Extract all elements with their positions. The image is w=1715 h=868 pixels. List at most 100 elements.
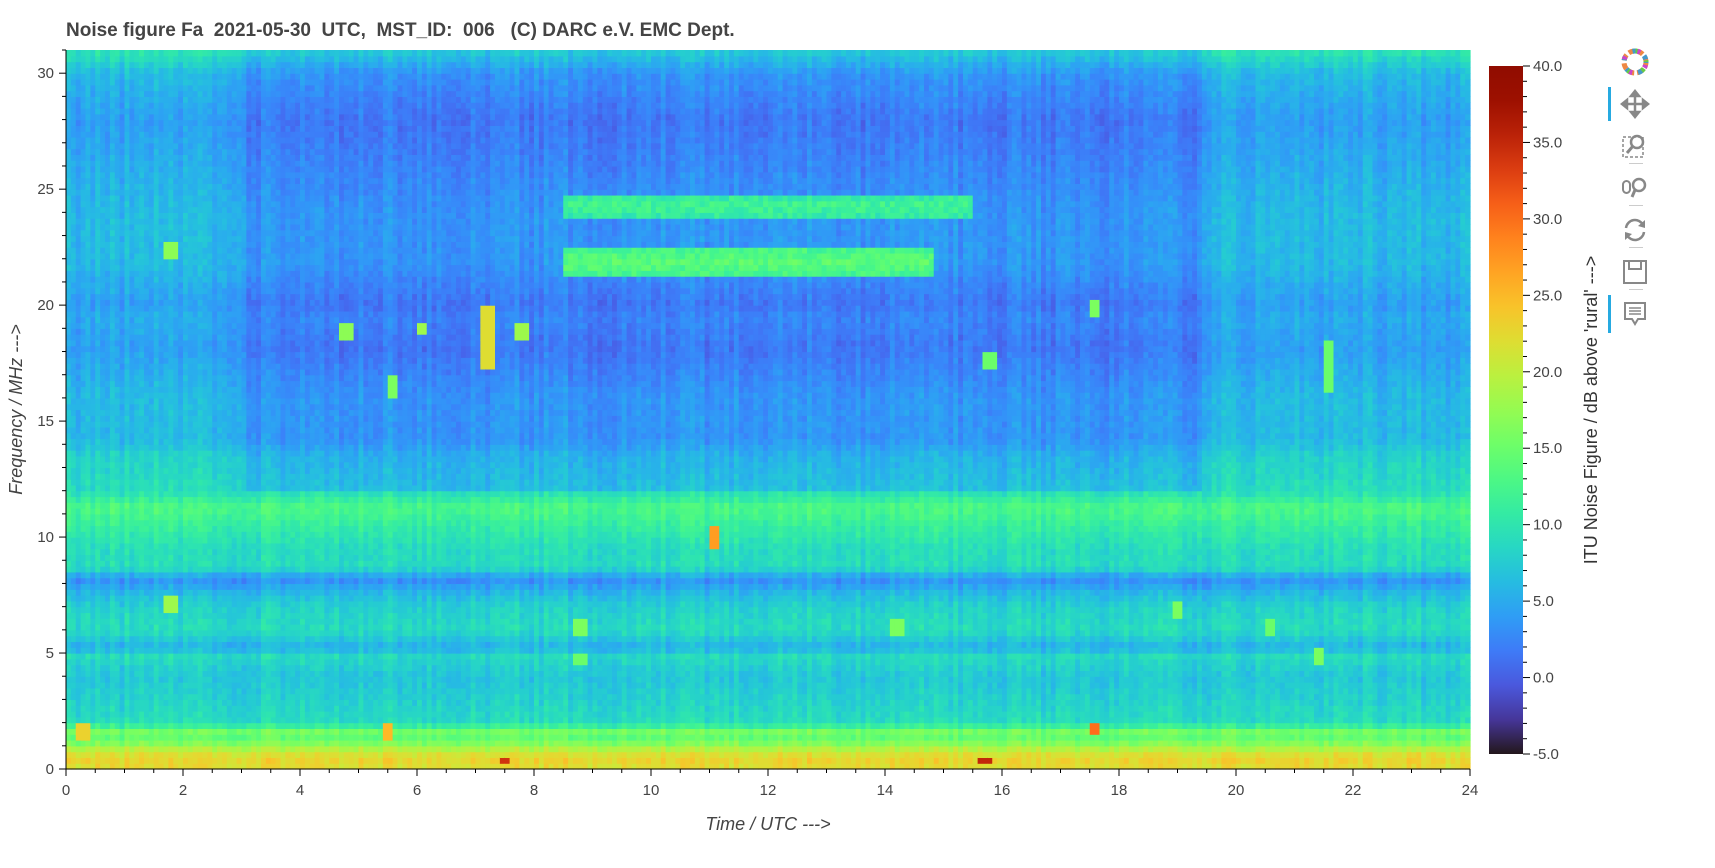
heatmap-cell xyxy=(110,549,115,555)
heatmap-cell xyxy=(95,386,100,392)
heatmap-cell xyxy=(120,270,125,276)
heatmap-cell xyxy=(105,236,110,242)
heatmap-cell xyxy=(105,201,110,207)
heatmap-cell xyxy=(105,502,110,508)
heatmap-cell xyxy=(183,79,188,85)
heatmap-cell xyxy=(154,276,159,282)
heatmap-cell xyxy=(149,334,154,340)
heatmap-cell xyxy=(120,311,125,317)
heatmap-cell xyxy=(144,496,149,502)
heatmap-cell xyxy=(193,201,198,207)
heatmap-cell xyxy=(168,578,173,584)
heatmap-cell xyxy=(66,357,71,363)
heatmap-cell xyxy=(71,612,76,618)
heatmap-cell xyxy=(207,525,212,531)
heatmap-cell xyxy=(168,311,173,317)
heatmap-cell xyxy=(144,282,149,288)
heatmap-cell xyxy=(100,195,105,201)
heatmap-cell xyxy=(159,67,164,73)
heatmap-cell xyxy=(154,108,159,114)
heatmap-cell xyxy=(178,352,183,358)
heatmap-cell xyxy=(178,346,183,352)
heatmap-cell xyxy=(149,363,154,369)
heatmap-cell xyxy=(66,520,71,526)
heatmap-cell xyxy=(125,96,130,102)
heatmap-cell xyxy=(100,502,105,508)
heatmap-cell xyxy=(110,583,115,589)
heatmap-cell xyxy=(139,207,144,213)
heatmap-cell xyxy=(154,525,159,531)
heatmap-cell xyxy=(115,520,120,526)
heatmap-cell xyxy=(81,137,86,143)
heatmap-cell xyxy=(71,305,76,311)
heatmap-cell xyxy=(71,757,76,763)
heatmap-cell xyxy=(232,705,237,711)
heatmap-cell xyxy=(76,178,81,184)
heatmap-cell xyxy=(188,363,193,369)
heatmap-cell xyxy=(178,682,183,688)
heatmap-cell xyxy=(217,543,222,549)
heatmap-cell xyxy=(95,705,100,711)
heatmap-cell xyxy=(90,514,95,520)
heatmap-cell xyxy=(100,183,105,189)
heatmap-cell xyxy=(159,578,164,584)
heatmap-cell xyxy=(183,166,188,172)
heatmap-cell xyxy=(95,305,100,311)
heatmap-cell xyxy=(105,207,110,213)
heatmap-cell xyxy=(232,491,237,497)
heatmap-cell xyxy=(207,154,212,160)
heatmap-cell xyxy=(188,757,193,763)
heatmap-cell xyxy=(86,618,91,624)
heatmap-cell xyxy=(110,641,115,647)
heatmap-cell xyxy=(203,601,208,607)
heatmap-cell xyxy=(159,230,164,236)
heatmap-cell xyxy=(173,62,178,68)
heatmap-cell xyxy=(193,137,198,143)
heatmap-cell xyxy=(198,282,203,288)
heatmap-cell xyxy=(222,212,227,218)
heatmap-cell xyxy=(168,340,173,346)
heatmap-cell xyxy=(178,131,183,137)
heatmap-cell xyxy=(188,149,193,155)
heatmap-cell xyxy=(144,659,149,665)
heatmap-cell xyxy=(90,265,95,271)
heatmap-cell xyxy=(105,618,110,624)
heatmap-cell xyxy=(81,398,86,404)
heatmap-cell xyxy=(212,502,217,508)
heatmap-cell xyxy=(120,641,125,647)
heatmap-cell xyxy=(76,636,81,642)
heatmap-cell xyxy=(198,502,203,508)
heatmap-cell xyxy=(134,172,139,178)
heatmap-cell xyxy=(71,172,76,178)
heatmap-cell xyxy=(66,578,71,584)
heatmap-cell xyxy=(66,375,71,381)
heatmap-cell xyxy=(134,381,139,387)
heatmap-cell xyxy=(217,334,222,340)
heatmap-cell xyxy=(134,595,139,601)
heatmap-cell xyxy=(168,67,173,73)
heatmap-cell xyxy=(125,514,130,520)
heatmap-cell xyxy=(139,566,144,572)
heatmap-cell xyxy=(173,85,178,91)
heatmap-cell xyxy=(173,375,178,381)
heatmap-cell xyxy=(90,415,95,421)
heatmap-cell xyxy=(66,253,71,259)
heatmap-cell xyxy=(198,212,203,218)
heatmap-cell xyxy=(129,415,134,421)
heatmap-cell xyxy=(212,676,217,682)
heatmap-cell xyxy=(178,728,183,734)
heatmap-cell xyxy=(168,549,173,555)
heatmap-cell xyxy=(217,276,222,282)
heatmap-cell xyxy=(168,224,173,230)
heatmap-cell xyxy=(86,259,91,265)
heatmap-cell xyxy=(66,549,71,555)
heatmap-cell xyxy=(86,398,91,404)
heatmap-cell xyxy=(178,247,183,253)
heatmap-cell xyxy=(232,334,237,340)
heatmap-cell xyxy=(110,554,115,560)
heatmap-cell xyxy=(173,427,178,433)
heatmap-cell xyxy=(188,514,193,520)
heatmap-cell xyxy=(125,224,130,230)
heatmap-cell xyxy=(129,288,134,294)
plot-area[interactable] xyxy=(66,50,1471,770)
